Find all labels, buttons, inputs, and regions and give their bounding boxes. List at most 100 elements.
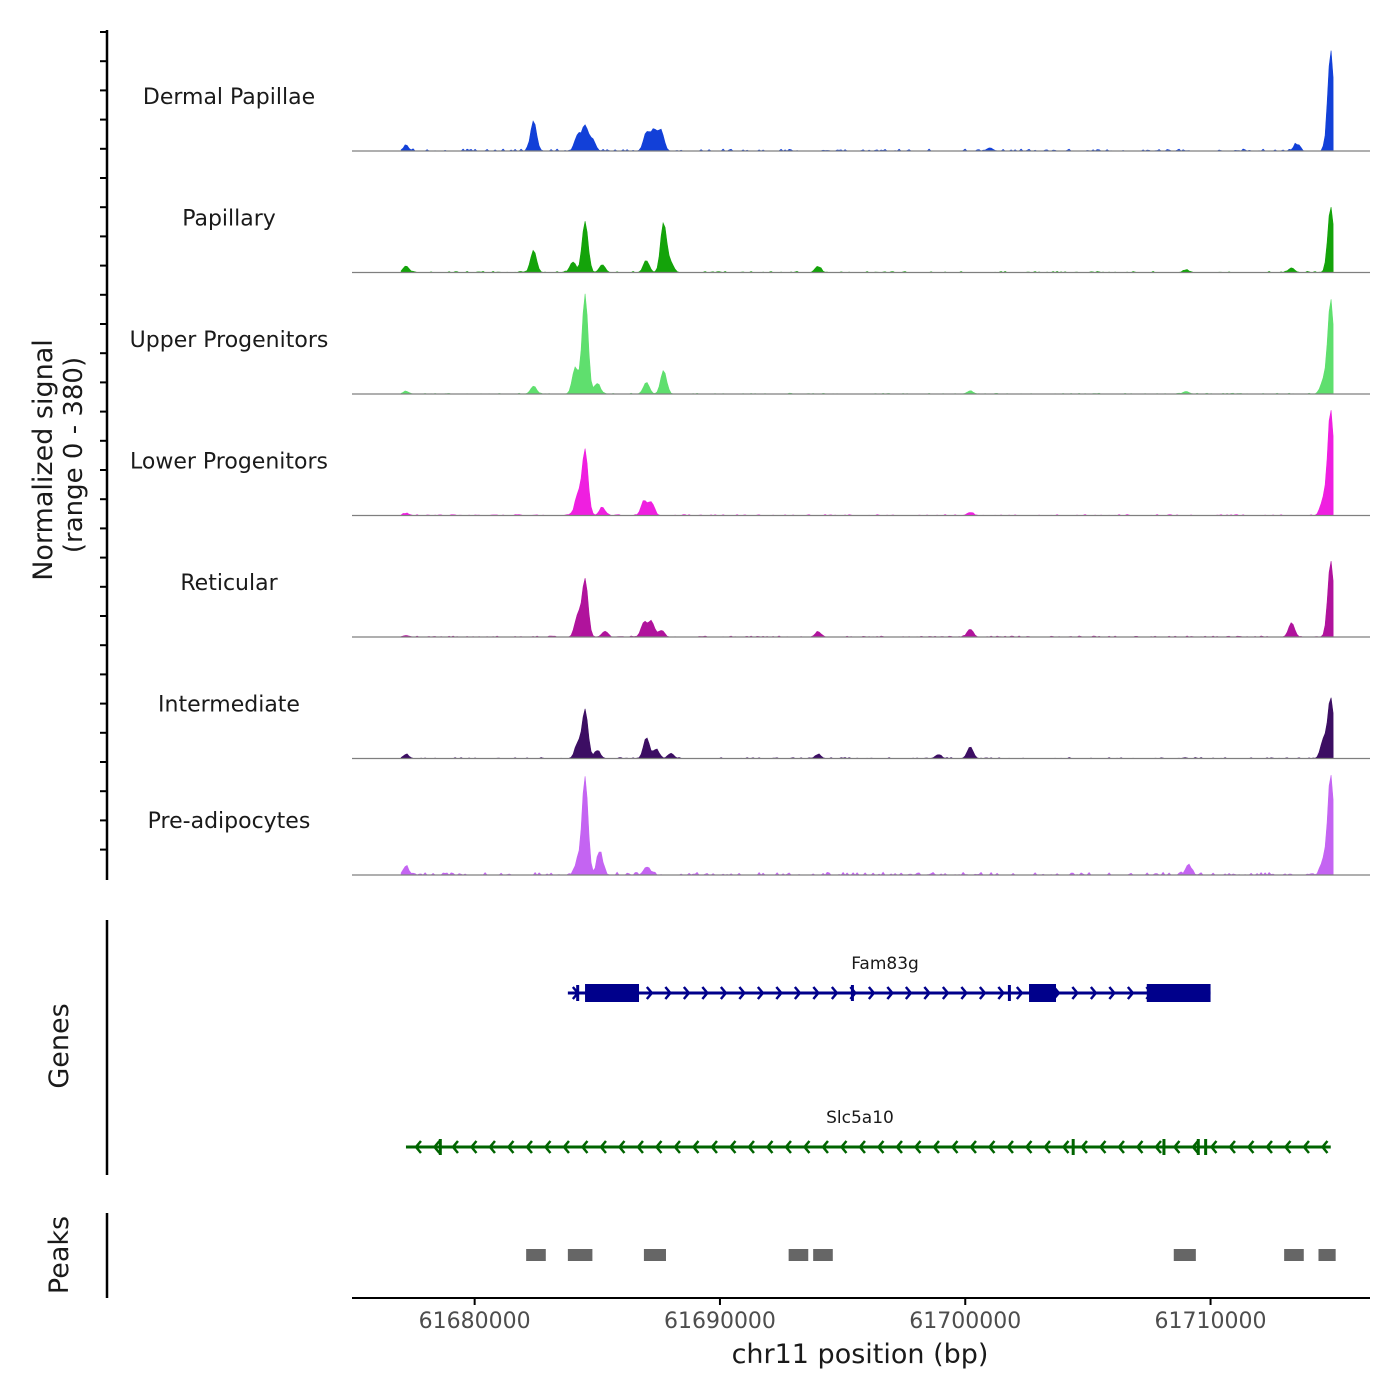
y-axis-label-line2: (range 0 - 380) — [59, 357, 89, 553]
strand-arrow — [525, 1140, 533, 1154]
strand-arrow — [682, 986, 691, 1000]
genes-axis-label: Genes — [44, 1003, 75, 1088]
strand-arrow — [1320, 1140, 1329, 1154]
strand-arrow — [1172, 1140, 1181, 1154]
x-tick-label: 61680000 — [419, 1309, 531, 1334]
strand-arrow — [469, 1140, 478, 1154]
strand-arrow — [599, 1140, 607, 1154]
strand-arrow — [562, 1140, 570, 1154]
exon — [1029, 984, 1057, 1002]
strand-arrow — [950, 1140, 959, 1154]
track-dermal-papillae: Dermal Papillae — [143, 50, 1370, 152]
y-axis-label-line1: Normalized signal — [28, 339, 59, 581]
peak-region — [643, 1249, 666, 1261]
strand-arrow — [543, 1140, 552, 1154]
strand-arrow — [1043, 1140, 1051, 1154]
strand-arrow — [451, 1140, 459, 1154]
strand-arrow — [1246, 1140, 1255, 1154]
gene-name: Fam83g — [851, 954, 919, 974]
strand-arrow — [654, 1140, 663, 1154]
strand-arrow — [997, 986, 1005, 1000]
strand-arrow — [1209, 1140, 1218, 1154]
strand-arrow — [1071, 986, 1079, 1000]
strand-arrow — [673, 1140, 681, 1154]
track-papillary: Papillary — [182, 207, 1370, 274]
gene-annotation-track: Fam83g Slc5a10 — [405, 954, 1331, 1155]
strand-arrow — [617, 1140, 626, 1154]
strand-arrow — [738, 986, 746, 1000]
track-label: Lower Progenitors — [130, 450, 328, 475]
strand-arrow — [636, 1140, 644, 1154]
coverage-area — [400, 410, 1334, 516]
track-lower-progenitors: Lower Progenitors — [130, 410, 1370, 517]
strand-arrow — [941, 986, 950, 1000]
peak-region-track — [526, 1249, 1336, 1261]
strand-arrow — [904, 986, 913, 1000]
x-tick-label: 61700000 — [909, 1309, 1021, 1334]
peak-region — [1284, 1249, 1304, 1261]
x-axis-label: chr11 position (bp) — [732, 1339, 989, 1370]
coverage-area — [400, 50, 1334, 152]
x-tick-label: 61710000 — [1155, 1309, 1267, 1334]
strand-arrow — [728, 1140, 737, 1154]
strand-arrow — [756, 986, 765, 1000]
track-intermediate: Intermediate — [158, 693, 1370, 760]
strand-arrow — [923, 986, 931, 1000]
strand-arrow — [1135, 1140, 1144, 1154]
strand-arrow — [784, 1140, 792, 1154]
strand-arrow — [1006, 1140, 1014, 1154]
strand-arrow — [1098, 1140, 1107, 1154]
strand-arrow — [1061, 1140, 1070, 1154]
strand-arrow — [488, 1140, 496, 1154]
strand-arrow — [913, 1140, 922, 1154]
strand-arrow — [932, 1140, 940, 1154]
coverage-area — [400, 775, 1334, 876]
track-label: Intermediate — [158, 693, 300, 718]
peak-region — [1318, 1249, 1336, 1261]
peak-region — [526, 1249, 546, 1261]
strand-arrow — [1154, 1140, 1162, 1154]
gene-slc5a10: Slc5a10 — [405, 1108, 1331, 1155]
strand-arrow — [664, 986, 672, 1000]
strand-arrow — [1015, 986, 1024, 1000]
gene-name: Slc5a10 — [826, 1108, 894, 1128]
exon — [585, 984, 640, 1002]
strand-arrow — [969, 1140, 977, 1154]
strand-arrow — [812, 986, 820, 1000]
strand-arrow — [1191, 1140, 1199, 1154]
strand-arrow — [978, 986, 987, 1000]
track-reticular: Reticular — [180, 561, 1370, 638]
strand-arrow — [960, 986, 968, 1000]
peak-region — [813, 1249, 833, 1261]
peak-region — [788, 1249, 809, 1261]
coverage-tracks: Dermal Papillae Papillary Upper Progenitor… — [130, 50, 1370, 876]
peaks-axis-label: Peaks — [44, 1216, 75, 1294]
strand-arrow — [1126, 986, 1135, 1000]
strand-arrow — [821, 1140, 829, 1154]
track-label: Reticular — [180, 571, 278, 596]
strand-arrow — [506, 1140, 515, 1154]
coverage-area — [400, 207, 1334, 273]
track-label: Upper Progenitors — [130, 328, 329, 353]
x-axis-ticks: 61680000 61690000 61700000 61710000 — [419, 1298, 1267, 1334]
gene-fam83g: Fam83g — [567, 954, 1211, 1002]
strand-arrow — [895, 1140, 903, 1154]
strand-arrow — [701, 986, 709, 1000]
strand-arrow — [1089, 986, 1098, 1000]
strand-arrow — [1108, 986, 1116, 1000]
strand-arrow — [867, 986, 876, 1000]
track-label: Papillary — [182, 207, 276, 232]
strand-arrow — [1265, 1140, 1273, 1154]
strand-arrow — [1302, 1140, 1310, 1154]
strand-arrow — [580, 1140, 589, 1154]
strand-arrow — [414, 1140, 422, 1154]
strand-arrow — [432, 1140, 441, 1154]
coverage-area — [400, 561, 1334, 638]
peak-region — [567, 1249, 593, 1261]
strand-arrow — [1080, 1140, 1088, 1154]
strand-arrow — [719, 986, 728, 1000]
exon — [1146, 984, 1211, 1002]
strand-arrow — [1024, 1140, 1033, 1154]
track-label: Dermal Papillae — [143, 85, 315, 110]
strand-arrow — [802, 1140, 811, 1154]
